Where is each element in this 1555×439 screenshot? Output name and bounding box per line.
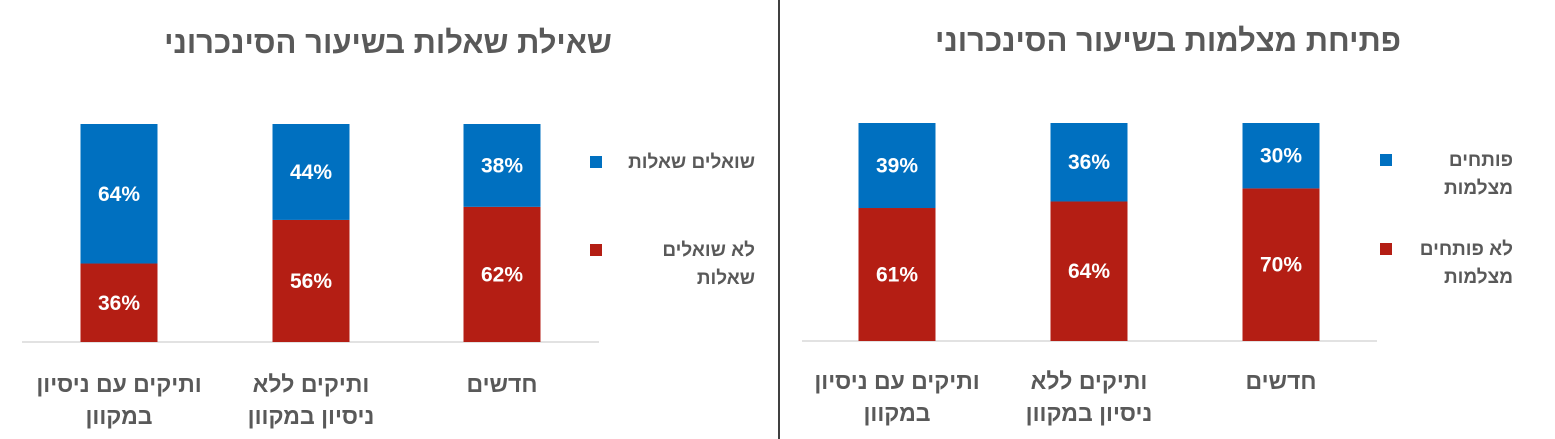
data-label: 62% — [481, 263, 523, 286]
category-label: ותיקים עם ניסיון — [814, 368, 979, 394]
bar-segment — [463, 206, 541, 342]
legend: פותחים מצלמות לא פותחים מצלמות — [1380, 150, 1513, 288]
chart-questions: שאילת שאלות בשיעור הסינכרוני 36% 64% 56% 44… — [22, 25, 755, 429]
data-label: 70% — [1260, 254, 1302, 277]
bar-segment — [858, 208, 936, 341]
data-label: 38% — [481, 154, 523, 177]
legend-label: שאלות — [697, 268, 755, 289]
legend-label: מצלמות — [1444, 267, 1513, 288]
bar-segment — [1050, 201, 1128, 341]
bar-segment — [80, 124, 158, 264]
category-label: במקוון — [85, 403, 152, 429]
legend-swatch — [590, 156, 602, 168]
category-label: במקוון — [863, 400, 930, 426]
legend: שואלים שאלות לא שואלים שאלות — [590, 152, 755, 289]
legend-label: מצלמות — [1444, 178, 1513, 199]
data-label: 39% — [876, 155, 918, 178]
data-label: 64% — [98, 183, 140, 206]
legend-label: לא שואלים — [662, 240, 755, 261]
legend-swatch — [1380, 243, 1392, 255]
bar-segment — [463, 124, 541, 207]
chart-title: פתיחת מצלמות בשיעור הסינכרוני — [935, 23, 1401, 58]
chart-title: שאילת שאלות בשיעור הסינכרוני — [164, 25, 612, 60]
bar-segment — [80, 263, 158, 342]
category-labels: ותיקים עם ניסיון במקוון ותיקים ללא ניסיון ב… — [36, 371, 537, 429]
category-label: ניסיון במקוון — [1026, 400, 1153, 426]
data-label: 36% — [1068, 151, 1110, 174]
data-label: 44% — [290, 161, 332, 184]
bar-segment — [1050, 123, 1128, 202]
legend-swatch — [590, 244, 602, 256]
legend-label: שואלים שאלות — [628, 152, 755, 173]
category-labels: ותיקים עם ניסיון במקוון ותיקים ללא ניסיון ב… — [814, 368, 1316, 426]
legend-swatch — [1380, 154, 1392, 166]
chart-cameras: פתיחת מצלמות בשיעור הסינכרוני 61% 39% 64% 3… — [802, 23, 1513, 426]
bar-segment — [858, 123, 936, 209]
category-label: חדשים — [1245, 368, 1316, 394]
bar-group: 36% 64% 56% 44% 62% 38% — [80, 124, 541, 342]
bar-segment — [1242, 123, 1320, 189]
bar-group: 61% 39% 64% 36% 70% 30% — [858, 123, 1320, 341]
data-label: 56% — [290, 270, 332, 293]
data-label: 64% — [1068, 260, 1110, 283]
bar-segment — [1242, 188, 1320, 341]
category-label: ותיקים עם ניסיון — [36, 371, 201, 397]
bar-segment — [272, 124, 350, 220]
category-label: ותיקים ללא — [1031, 368, 1148, 394]
data-label: 30% — [1260, 145, 1302, 168]
data-label: 36% — [98, 292, 140, 315]
legend-label: פותחים — [1449, 150, 1513, 171]
legend-label: לא פותחים — [1420, 239, 1513, 260]
category-label: ניסיון במקוון — [248, 403, 375, 429]
category-label: חדשים — [466, 371, 537, 397]
bar-segment — [272, 219, 350, 342]
category-label: ותיקים ללא — [253, 371, 370, 397]
data-label: 61% — [876, 264, 918, 287]
